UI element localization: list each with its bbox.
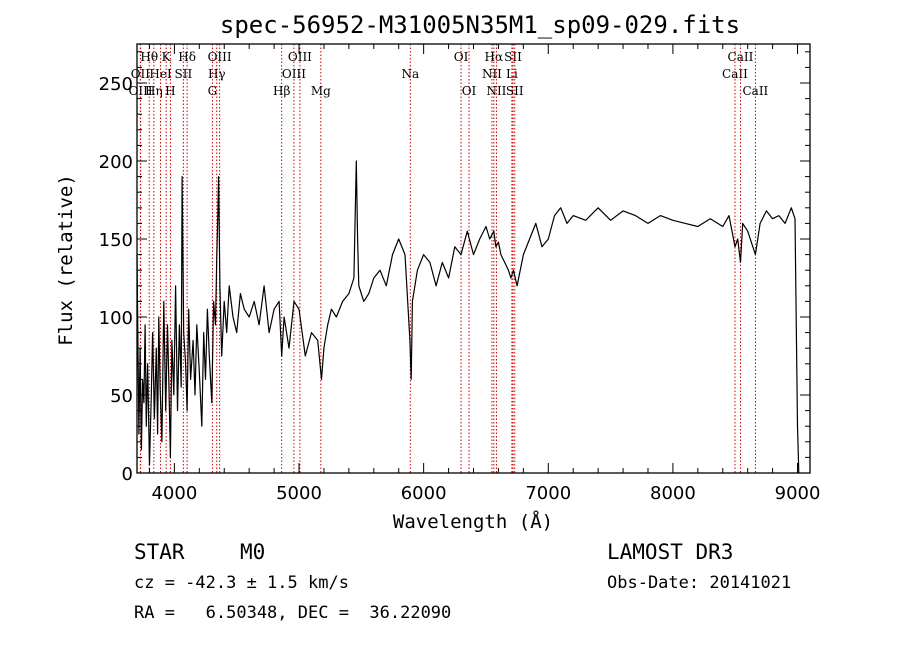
line-marker-label: CaII xyxy=(722,67,748,81)
line-marker-label: H xyxy=(165,84,175,98)
redshift-cz: cz = -42.3 ± 1.5 km/s xyxy=(134,573,349,593)
line-marker-label: Hα xyxy=(485,50,504,64)
x-tick-label: 8000 xyxy=(650,483,696,504)
y-tick-label: 0 xyxy=(122,464,133,485)
line-marker-label: SII xyxy=(175,67,193,81)
x-tick-label: 9000 xyxy=(775,483,821,504)
ra-dec: RA = 6.50348, DEC = 36.22090 xyxy=(134,603,452,623)
line-marker-label: HeI xyxy=(149,67,172,81)
spectrum-chart: spec-56952-M31005N35M1_sp09-029.fits Hθ O… xyxy=(55,11,821,533)
spectrum-series xyxy=(136,160,800,474)
line-marker-label: G xyxy=(208,84,218,98)
chart-title: spec-56952-M31005N35M1_sp09-029.fits xyxy=(220,11,740,39)
line-marker-label: OI xyxy=(454,50,469,64)
y-tick-label: 150 xyxy=(99,230,133,251)
line-marker-label: Hγ xyxy=(208,67,226,81)
survey-name: LAMOST DR3 xyxy=(607,540,734,564)
y-tick-label: 50 xyxy=(110,386,133,407)
line-marker-label: Hδ xyxy=(178,50,196,64)
plot-frame xyxy=(136,43,811,474)
line-marker-label: OIII xyxy=(129,84,153,98)
y-tick-label: 100 xyxy=(99,308,133,329)
spectrum-line xyxy=(136,160,800,474)
y-tick-label: 200 xyxy=(99,152,133,173)
line-marker-label: CaII xyxy=(742,84,768,98)
line-marker-label: OIII xyxy=(282,67,306,81)
object-subclass: M0 xyxy=(240,540,266,564)
object-class: STAR xyxy=(134,540,185,564)
line-marker-label: NII xyxy=(482,67,502,81)
line-marker-label: Mg xyxy=(311,84,331,98)
line-marker-label: SII xyxy=(506,84,524,98)
x-tick-label: 4000 xyxy=(151,483,197,504)
x-tick-label: 6000 xyxy=(401,483,447,504)
line-marker-label: OII xyxy=(131,67,151,81)
line-marker-label: OI xyxy=(462,84,477,98)
line-marker-label: NII xyxy=(486,84,506,98)
line-marker-label: OIII xyxy=(288,50,312,64)
line-marker-label: Na xyxy=(401,67,419,81)
line-marker-label: Li xyxy=(506,67,518,81)
line-marker-label: Hη xyxy=(145,84,163,98)
y-axis-ticks: 0 50 100 150 200 250 xyxy=(99,51,810,485)
line-marker-label: OIII xyxy=(208,50,232,64)
line-marker-label: Hβ xyxy=(273,84,290,98)
obs-date: Obs-Date: 20141021 xyxy=(607,573,792,593)
line-marker-label: CaII xyxy=(728,50,754,64)
y-tick-label: 250 xyxy=(99,74,133,95)
line-marker-label: K xyxy=(162,50,172,64)
line-marker-label: SII xyxy=(504,50,522,64)
x-axis-ticks: 4000 5000 6000 7000 8000 9000 xyxy=(148,44,821,504)
line-marker-label: Hθ xyxy=(140,50,158,64)
x-axis-label: Wavelength (Å) xyxy=(393,510,553,533)
x-tick-label: 7000 xyxy=(525,483,571,504)
x-tick-label: 5000 xyxy=(276,483,322,504)
y-axis-label: Flux (relative) xyxy=(55,174,77,346)
